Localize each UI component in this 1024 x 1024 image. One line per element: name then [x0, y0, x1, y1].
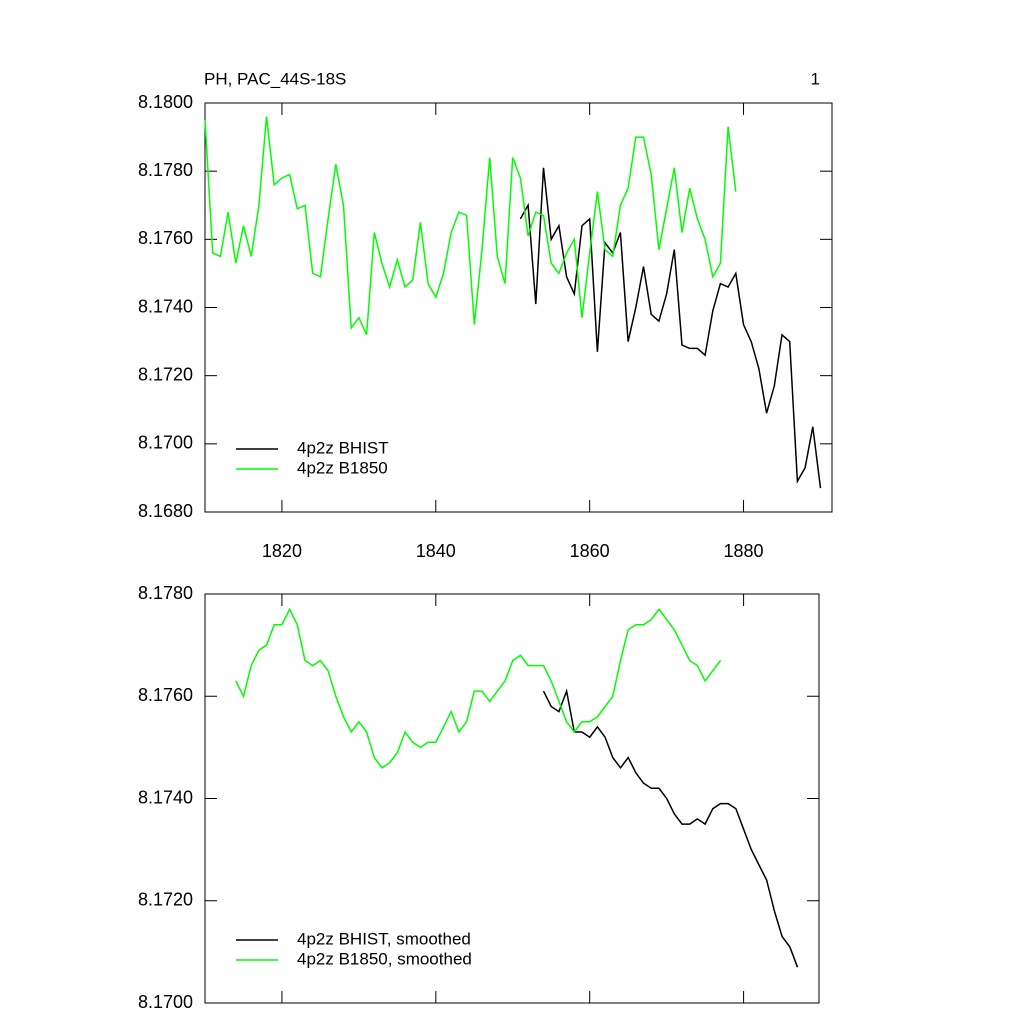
legend-label: 4p2z B1850 [297, 458, 388, 477]
series-line [542, 688, 799, 968]
y-tick-label: 8.1740 [138, 787, 193, 807]
y-tick-label: 8.1700 [138, 992, 193, 1012]
x-tick-label: 1840 [416, 541, 456, 561]
x-tick-label: 1880 [724, 541, 764, 561]
y-tick-label: 8.1780 [138, 583, 193, 603]
y-tick-label: 8.1760 [138, 228, 193, 248]
legend-label: 4p2z BHIST, smoothed [297, 929, 471, 948]
y-tick-label: 8.1780 [138, 160, 193, 180]
series-line [519, 167, 822, 489]
series-line [204, 116, 737, 336]
y-tick-label: 8.1740 [138, 296, 193, 316]
panel-label: 1 [811, 69, 820, 88]
legend-label: 4p2z BHIST [297, 438, 389, 457]
x-tick-label: 1820 [262, 541, 302, 561]
y-tick-label: 8.1680 [138, 501, 193, 521]
chart-title: PH, PAC_44S-18S [204, 69, 346, 88]
y-tick-label: 8.1720 [138, 890, 193, 910]
y-tick-label: 8.1800 [138, 92, 193, 112]
x-tick-label: 1860 [570, 541, 610, 561]
y-tick-label: 8.1720 [138, 364, 193, 384]
legend-label: 4p2z B1850, smoothed [297, 949, 472, 968]
y-tick-label: 8.1760 [138, 685, 193, 705]
y-tick-label: 8.1700 [138, 433, 193, 453]
series-line [235, 607, 722, 769]
